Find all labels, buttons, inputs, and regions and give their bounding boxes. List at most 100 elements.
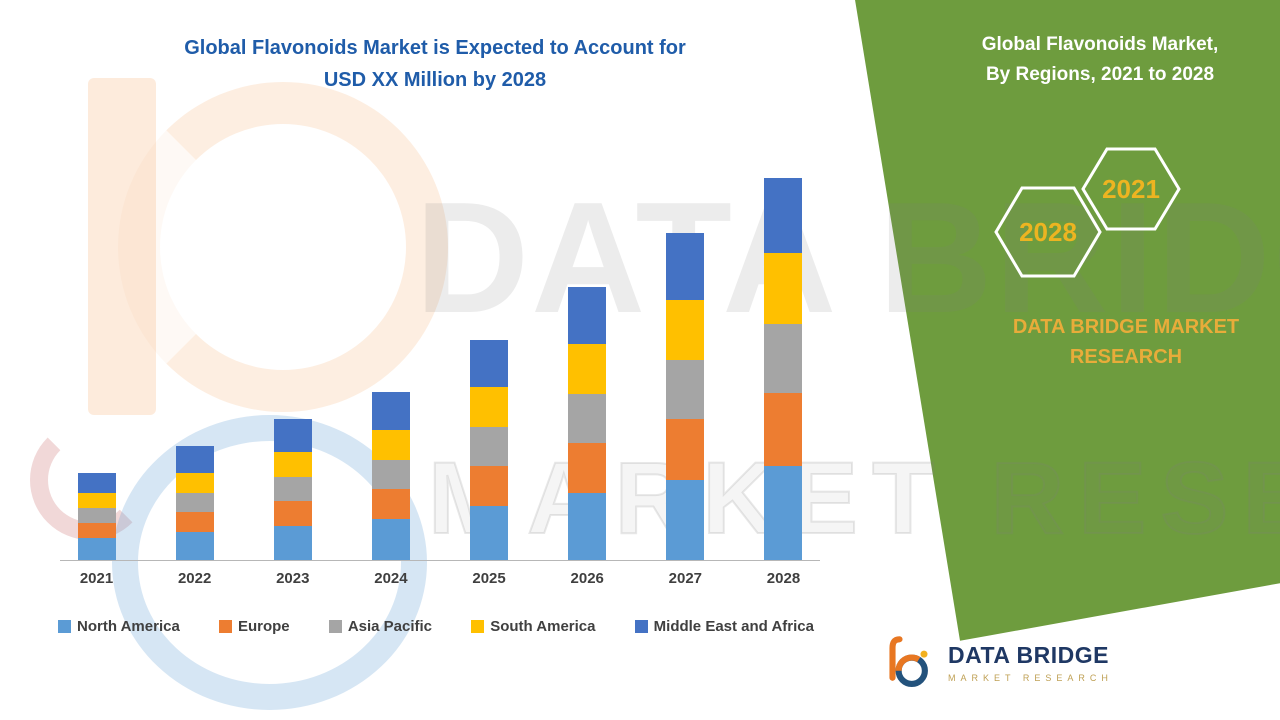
stacked-bar (371, 392, 410, 560)
bar-segment-north-america (273, 526, 312, 560)
x-axis-label: 2023 (276, 570, 310, 587)
legend-item: Asia Pacific (328, 618, 433, 635)
bar-segment-middle-east-and-africa (273, 419, 312, 452)
bar-segment-north-america (175, 532, 214, 560)
bar-segment-south-america (273, 452, 312, 477)
x-axis-label: 2025 (472, 570, 506, 587)
bar-segment-asia-pacific (77, 508, 116, 523)
chart-title-line2: USD XX Million by 2028 (323, 69, 547, 91)
bar-segment-north-america (764, 466, 803, 560)
x-axis-line (60, 560, 820, 561)
legend-item: Middle East and Africa (634, 618, 814, 635)
legend-label: South America (490, 618, 596, 635)
stacked-bar (764, 178, 803, 560)
legend-swatch (634, 620, 648, 633)
bar-segment-asia-pacific (470, 427, 509, 466)
bar-segment-asia-pacific (273, 477, 312, 501)
bar-segment-asia-pacific (764, 324, 803, 393)
company-logo-name: DATA BRIDGE (948, 641, 1109, 668)
panel-brand-line2: RESEARCH (1069, 346, 1183, 368)
bar-segment-asia-pacific (568, 394, 607, 443)
panel-heading-line2: By Regions, 2021 to 2028 (985, 64, 1215, 86)
legend-label: North America (77, 618, 180, 635)
chart-title: Global Flavonoids Market is Expected to … (90, 32, 780, 96)
chart-column-2027: 2027 (649, 160, 722, 598)
x-axis-label: 2022 (177, 570, 212, 587)
bar-segment-europe (666, 419, 705, 480)
legend-item: North America (58, 618, 180, 635)
legend-label: Middle East and Africa (653, 618, 814, 635)
bar-segment-middle-east-and-africa (175, 446, 214, 473)
bar-segment-north-america (77, 538, 116, 560)
bar-segment-south-america (175, 473, 214, 493)
chart-columns: 2021 2022 2023 2024 2025 2026 2027 2028 (60, 160, 820, 598)
bar-segment-middle-east-and-africa (77, 473, 116, 493)
bar-segment-europe (77, 523, 116, 538)
chart-column-2023: 2023 (256, 160, 329, 598)
panel-heading: Global Flavonoids Market, By Regions, 20… (940, 30, 1260, 91)
bar-segment-europe (764, 393, 803, 466)
legend-label: Asia Pacific (347, 618, 433, 635)
stacked-bar (568, 287, 607, 560)
chart-column-2022: 2022 (158, 160, 231, 598)
bar-segment-asia-pacific (666, 360, 705, 419)
legend-label: Europe (237, 618, 290, 635)
x-axis-label: 2027 (668, 570, 703, 587)
legend-swatch (58, 620, 71, 633)
panel-heading-line1: Global Flavonoids Market, (981, 34, 1219, 55)
bar-segment-north-america (666, 480, 705, 560)
bar-segment-south-america (568, 344, 607, 394)
panel-brand: DATA BRIDGE MARKET RESEARCH (975, 312, 1277, 372)
panel-brand-line1: DATA BRIDGE MARKET (1012, 316, 1240, 338)
stacked-bar (273, 419, 312, 560)
bar-segment-south-america (470, 387, 509, 427)
bar-segment-europe (470, 466, 509, 506)
bar-segment-europe (175, 512, 214, 532)
hexagon-2021 (1081, 147, 1181, 231)
hexagon-2028 (994, 186, 1102, 278)
stacked-bar (470, 340, 509, 560)
bar-segment-middle-east-and-africa (470, 340, 509, 387)
bar-segment-middle-east-and-africa (568, 287, 607, 344)
chart-column-2026: 2026 (551, 160, 624, 598)
chart-legend: North America Europe Asia Pacific South Ame… (58, 618, 814, 635)
legend-item: South America (471, 618, 596, 635)
legend-swatch (471, 620, 485, 633)
bar-segment-asia-pacific (175, 493, 214, 512)
bar-segment-south-america (764, 253, 803, 324)
bar-segment-europe (273, 501, 312, 526)
bar-segment-south-america (77, 493, 116, 508)
hexagon-year-badges: 2028 2021 (994, 147, 1181, 278)
company-logo-icon (889, 636, 928, 687)
bar-segment-north-america (371, 519, 410, 560)
x-axis-label: 2028 (766, 570, 801, 587)
chart-column-2025: 2025 (453, 160, 526, 598)
bar-segment-south-america (666, 300, 705, 360)
chart-column-2024: 2024 (354, 160, 427, 598)
legend-item: Europe (218, 618, 290, 635)
bar-segment-north-america (568, 493, 607, 560)
bar-segment-middle-east-and-africa (666, 233, 705, 300)
bar-segment-north-america (470, 506, 509, 560)
bar-segment-asia-pacific (371, 460, 410, 489)
bar-segment-south-america (371, 430, 410, 460)
stacked-bar (77, 473, 116, 560)
x-axis-label: 2026 (570, 570, 604, 587)
bar-segment-middle-east-and-africa (371, 392, 410, 430)
legend-swatch (218, 620, 232, 633)
chart-column-2021: 2021 (60, 160, 133, 598)
stacked-bar (666, 233, 705, 560)
stacked-bar-chart: 2021 2022 2023 2024 2025 2026 2027 2028 (60, 160, 820, 598)
hexagon-2028-label: 2028 (1019, 217, 1077, 247)
bar-segment-europe (568, 443, 607, 493)
x-axis-label: 2021 (79, 570, 114, 587)
chart-column-2028: 2028 (747, 160, 820, 598)
bar-segment-middle-east-and-africa (764, 178, 803, 253)
bar-segment-europe (371, 489, 410, 519)
company-logo: DATA BRIDGE MARKET RESEARCH (882, 632, 1113, 692)
stacked-bar (175, 446, 214, 560)
hexagon-2021-label: 2021 (1102, 174, 1160, 204)
legend-swatch (328, 620, 342, 633)
chart-plot-area: 2021 2022 2023 2024 2025 2026 2027 2028 (60, 160, 820, 598)
